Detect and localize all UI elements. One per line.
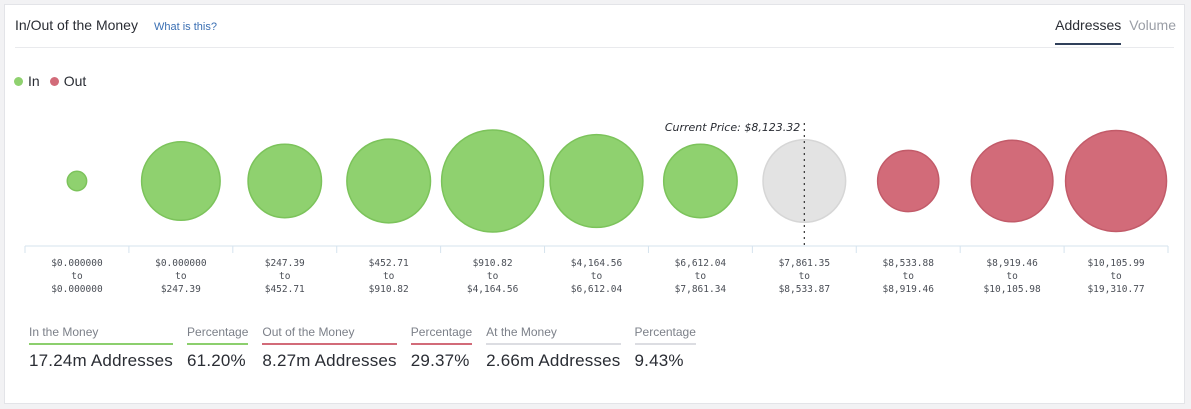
header-divider [15, 47, 1174, 48]
range-end-label: $7,861.34 [675, 284, 727, 295]
stat-in-the-money: In the Money 17.24m Addresses [29, 325, 174, 371]
range-from-label: $8,533.88 [882, 258, 934, 269]
range-to-label: to [279, 271, 291, 282]
bubble-chart: $0.000000 to $0.000000 $0.000000 to $247.39 $2… [24, 121, 1169, 295]
range-end-label: $0.000000 [51, 284, 103, 295]
range-end-label: $452.71 [265, 284, 305, 295]
bubble-out[interactable] [876, 149, 940, 213]
range-from-label: $0.000000 [155, 258, 207, 269]
range-from-label: $7,861.35 [779, 258, 830, 269]
range-from-label: $8,919.46 [986, 258, 1038, 269]
tab-addresses[interactable]: Addresses [1055, 17, 1122, 45]
bubble-in[interactable] [346, 138, 432, 224]
legend-out-label: Out [63, 73, 87, 89]
bubble-out[interactable] [970, 139, 1054, 223]
stat-out-percentage: Percentage 29.37% [410, 325, 473, 371]
range-end-label: $6,612.04 [571, 284, 623, 295]
bubble-in[interactable] [247, 143, 323, 219]
stat-label: Percentage [410, 325, 473, 345]
bubble-in[interactable] [66, 170, 88, 192]
range-end-label: $10,105.98 [984, 284, 1041, 295]
legend: In Out [14, 73, 96, 89]
range-to-label: to [591, 271, 603, 282]
range-to-label: to [1110, 271, 1122, 282]
range-from-label: $910.82 [473, 258, 513, 269]
range-from-label: $247.39 [265, 258, 305, 269]
bubble-at[interactable] [762, 138, 847, 224]
stat-label: At the Money [486, 325, 621, 345]
range-end-label: $910.82 [369, 284, 409, 295]
range-from-label: $0.000000 [51, 258, 103, 269]
stat-label: In the Money [29, 325, 174, 345]
what-is-this-link[interactable]: What is this? [154, 21, 217, 33]
range-from-label: $4,164.56 [571, 258, 623, 269]
stat-value: 9.43% [634, 351, 684, 370]
tab-volume[interactable]: Volume [1129, 17, 1176, 33]
range-end-label: $4,164.56 [467, 284, 519, 295]
bubble-in[interactable] [662, 143, 738, 219]
current-price-label: Current Price: $8,123.32 [665, 121, 800, 134]
range-to-label: to [695, 271, 707, 282]
range-to-label: to [1006, 271, 1018, 282]
legend-out-dot [49, 76, 59, 86]
legend-item-in[interactable]: In [14, 73, 40, 89]
range-to-label: to [799, 271, 811, 282]
legend-in-label: In [28, 73, 40, 89]
stat-in-percentage: Percentage 61.20% [187, 325, 249, 371]
stat-value: 29.37% [410, 351, 470, 370]
stat-label: Out of the Money [262, 325, 397, 345]
view-tabs: Addresses Volume [1055, 17, 1176, 45]
range-from-label: $452.71 [369, 258, 409, 269]
stat-label: Percentage [187, 325, 249, 345]
stat-value: 17.24m Addresses [29, 351, 174, 370]
stat-value: 8.27m Addresses [262, 351, 397, 370]
stat-out-of-the-money: Out of the Money 8.27m Addresses [262, 325, 397, 371]
range-to-label: to [487, 271, 499, 282]
range-from-label: $10,105.99 [1087, 258, 1144, 269]
range-from-label: $6,612.04 [675, 258, 727, 269]
in-out-money-card: In/Out of the Money What is this? Addres… [4, 4, 1185, 404]
range-end-label: $8,919.46 [882, 284, 934, 295]
legend-item-out[interactable]: Out [49, 73, 87, 89]
range-to-label: to [383, 271, 395, 282]
bubble-out[interactable] [1064, 129, 1168, 233]
range-to-label: to [71, 271, 83, 282]
range-to-label: to [175, 271, 187, 282]
stats-row: In the Money 17.24m Addresses Percentage… [29, 325, 710, 371]
bubble-in[interactable] [440, 129, 545, 233]
stat-value: 2.66m Addresses [486, 351, 621, 370]
stat-at-the-money: At the Money 2.66m Addresses [486, 325, 621, 371]
range-end-label: $8,533.87 [779, 284, 830, 295]
range-end-label: $19,310.77 [1087, 284, 1144, 295]
range-to-label: to [903, 271, 915, 282]
card-title: In/Out of the Money [15, 17, 138, 33]
stat-value: 61.20% [187, 351, 246, 370]
stat-at-percentage: Percentage 9.43% [634, 325, 696, 371]
bubble-in[interactable] [140, 140, 221, 222]
legend-in-dot [14, 76, 23, 86]
bubble-in[interactable] [549, 133, 644, 229]
range-end-label: $247.39 [161, 284, 201, 295]
stat-label: Percentage [634, 325, 696, 345]
